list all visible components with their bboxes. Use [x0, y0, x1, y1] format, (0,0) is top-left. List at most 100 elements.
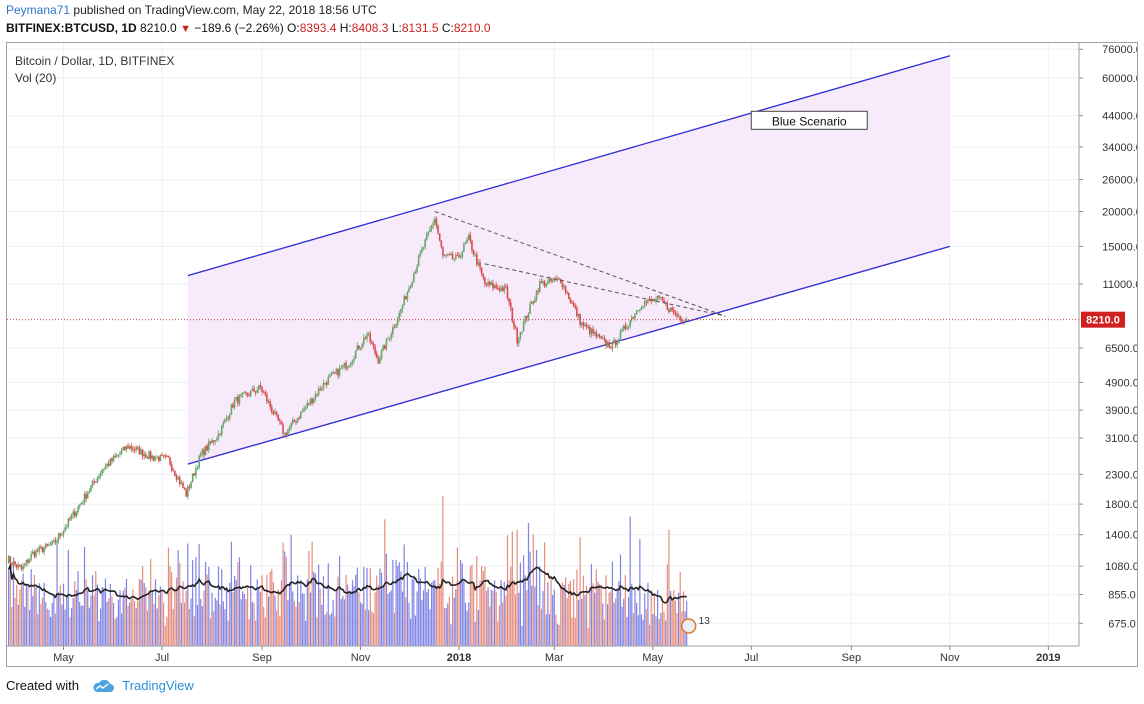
- volume-bar: [519, 562, 521, 646]
- candle-body: [556, 278, 559, 280]
- candle-body: [492, 282, 494, 289]
- candle-body: [506, 287, 509, 299]
- volume-bar: [458, 580, 460, 646]
- candle-body: [32, 551, 34, 554]
- volume-bar: [179, 562, 181, 646]
- volume-bar: [469, 566, 471, 646]
- legend-title: Bitcoin / Dollar, 1D, BITFINEX: [15, 54, 174, 68]
- overlay-layer: Blue Scenario 13: [7, 110, 1079, 634]
- volume-bar: [634, 589, 636, 646]
- volume-bar: [514, 594, 517, 646]
- candle-body: [312, 398, 315, 403]
- candle-body: [306, 402, 309, 408]
- volume-bar: [606, 604, 609, 646]
- volume-bar: [326, 611, 328, 646]
- candle-body: [140, 449, 142, 455]
- volume-bar: [437, 567, 439, 646]
- volume-bar: [505, 595, 507, 646]
- candle-body: [67, 518, 70, 527]
- volume-bar: [563, 585, 565, 646]
- candle-body: [298, 417, 301, 419]
- candle-body: [374, 346, 376, 354]
- annotation-text: Blue Scenario: [772, 114, 847, 128]
- candle-body: [372, 343, 375, 347]
- volume-bar: [319, 588, 321, 646]
- volume-bar: [48, 610, 50, 646]
- candle-body: [514, 326, 517, 329]
- candle-body: [425, 234, 428, 240]
- volume-bar: [230, 541, 233, 646]
- volume-bar: [550, 578, 552, 646]
- volume-bar: [434, 579, 436, 646]
- candle-body: [178, 477, 181, 484]
- volume-bar: [600, 584, 602, 646]
- candle-body: [393, 327, 396, 329]
- candle-body: [27, 559, 29, 563]
- volume-bar: [133, 601, 136, 646]
- volume-bar: [615, 598, 617, 646]
- candle-body: [119, 453, 121, 455]
- candle-body: [35, 550, 37, 557]
- candle-body: [154, 457, 157, 461]
- current-price-tag[interactable]: [1081, 311, 1125, 328]
- volume-bar: [364, 609, 367, 646]
- candle-body: [354, 350, 357, 359]
- candle-body: [96, 477, 99, 483]
- volume-bar: [200, 599, 202, 646]
- candle-body: [430, 225, 433, 229]
- footer: Created with TradingView: [6, 678, 194, 693]
- candle-body: [309, 398, 312, 405]
- candle-body: [438, 233, 441, 241]
- volume-bar: [292, 591, 294, 646]
- volume-bar: [598, 584, 601, 646]
- candle-body: [272, 411, 275, 414]
- candle-body: [80, 503, 83, 505]
- volume-bar: [585, 585, 588, 646]
- volume-bar: [518, 592, 520, 646]
- volume-bar: [492, 591, 494, 646]
- volume-bar: [69, 617, 71, 646]
- candle-body: [603, 337, 606, 340]
- candle-body: [22, 565, 24, 570]
- candle-body: [211, 440, 213, 444]
- candle-body: [342, 365, 344, 368]
- candle-body: [553, 278, 556, 281]
- volume-bar: [447, 603, 449, 646]
- candle-body: [672, 309, 675, 314]
- candle-body: [20, 566, 23, 570]
- volume-bar: [100, 608, 102, 646]
- candle-body: [656, 295, 659, 300]
- axis-layer[interactable]: 76000.0 60000.0 44000.0 34000.0 26000.0 20000…: [7, 43, 1142, 664]
- author-link[interactable]: Peymana71: [6, 3, 71, 17]
- y-tick-label: 11000.0: [1103, 279, 1137, 291]
- candle-body: [214, 440, 217, 442]
- candle-body: [550, 278, 552, 282]
- volume-bar: [101, 587, 103, 646]
- y-tick-label: 4900.0: [1105, 377, 1137, 389]
- volume-bar: [573, 579, 575, 646]
- volume-bar: [508, 580, 510, 646]
- x-tick-label: Nov: [351, 652, 371, 664]
- candle-body: [333, 372, 336, 374]
- volume-bar: [274, 595, 276, 646]
- volume-bar: [647, 582, 649, 646]
- last-price: 8210.0: [140, 21, 177, 35]
- volume-bar: [342, 596, 344, 646]
- volume-bar: [455, 589, 457, 646]
- chart-frame[interactable]: Blue Scenario 13 76000.0 60000.0 44000.0 340…: [6, 42, 1142, 667]
- candle-body: [128, 446, 131, 449]
- candle-body: [532, 302, 535, 304]
- volume-bar: [188, 608, 191, 646]
- volume-bar: [130, 599, 132, 646]
- price-chart[interactable]: Blue Scenario 13 76000.0 60000.0 44000.0 340…: [7, 43, 1142, 666]
- volume-bar: [576, 569, 578, 646]
- y-tick-label: 855.0: [1108, 590, 1136, 602]
- tradingview-link[interactable]: TradingView: [122, 678, 194, 693]
- volume-bar: [255, 620, 257, 646]
- candle-body: [464, 242, 467, 245]
- volume-bar: [240, 599, 242, 646]
- candle-body: [422, 247, 425, 249]
- volume-bar: [356, 567, 358, 646]
- volume-bar: [277, 589, 279, 646]
- volume-bar: [398, 562, 400, 646]
